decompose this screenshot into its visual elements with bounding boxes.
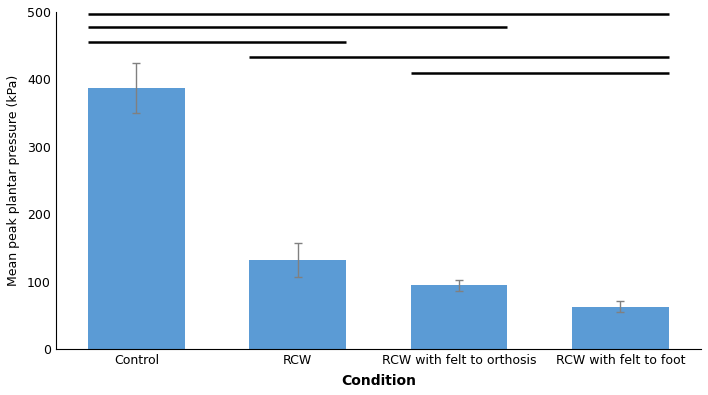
Y-axis label: Mean peak plantar pressure (kPa): Mean peak plantar pressure (kPa)	[7, 75, 20, 286]
Bar	[88, 88, 185, 349]
Bar	[411, 285, 508, 349]
Bar	[572, 307, 669, 349]
Bar	[249, 260, 346, 349]
X-axis label: Condition: Condition	[341, 374, 416, 388]
